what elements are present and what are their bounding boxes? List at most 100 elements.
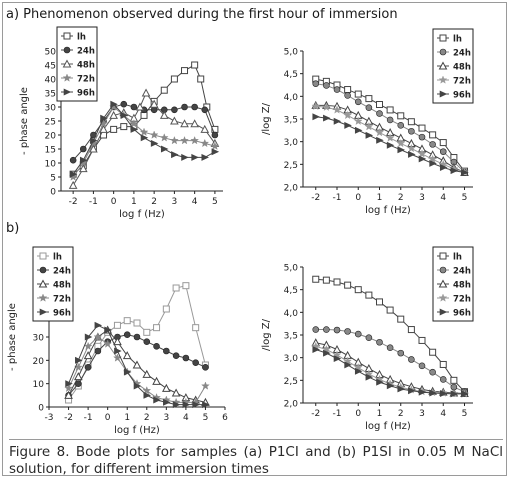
data-point-lh xyxy=(376,298,383,306)
data-point-24h xyxy=(211,131,219,139)
data-point-96h xyxy=(171,151,179,159)
data-point-72h xyxy=(322,102,331,111)
y-tick-label: 4,0 xyxy=(284,93,299,103)
data-point-96h xyxy=(172,401,181,409)
data-point-96h xyxy=(344,361,352,369)
data-point-96h xyxy=(461,169,469,176)
x-tick-label: -1 xyxy=(89,197,98,207)
legend-label-96h: 96h xyxy=(453,91,471,101)
legend-label-24h: 24h xyxy=(453,267,471,277)
x-tick-label: 2 xyxy=(151,197,157,207)
y-axis-label: - phase angle xyxy=(19,87,30,155)
series-72h xyxy=(68,102,220,181)
data-point-96h xyxy=(450,167,459,175)
x-tick-label: 2 xyxy=(398,193,404,203)
data-point-48h xyxy=(83,351,93,360)
x-axis-label: log f (Hz) xyxy=(119,209,165,220)
y-tick-label: 15 xyxy=(45,146,56,156)
legend-label-72h: 72h xyxy=(53,295,71,305)
data-point-48h xyxy=(78,164,88,173)
data-point-24h xyxy=(429,141,436,148)
series-96h xyxy=(312,346,469,398)
y-tick-label: 25 xyxy=(45,118,56,128)
x-tick-label: 0 xyxy=(105,413,111,423)
y-tick-label: 5,0 xyxy=(284,48,299,58)
data-point-24h xyxy=(123,331,131,338)
x-tick-label: 3 xyxy=(163,413,169,423)
data-point-48h xyxy=(99,124,108,133)
chart-a-modulus-svg: 2,0 2,5 3,0 3,5 4,0 4,5 5,0 -2 -1 0 1 2 3 4 5 log f (Hz… xyxy=(261,28,474,216)
legend-label-48h: 48h xyxy=(53,281,71,291)
data-point-72h xyxy=(64,383,73,393)
legend-label-lh: lh xyxy=(453,253,462,263)
y-axis-label: /log Z/ xyxy=(261,102,272,135)
data-point-96h xyxy=(90,137,98,145)
y-tick-label: 10 xyxy=(45,160,57,170)
data-point-24h xyxy=(172,352,180,359)
y-tick-label: 4,5 xyxy=(284,70,298,80)
data-point-24h xyxy=(130,103,138,111)
data-point-96h xyxy=(376,136,384,144)
data-point-24h xyxy=(439,376,447,383)
data-point-96h xyxy=(160,145,169,153)
data-point-96h xyxy=(344,121,352,129)
data-point-96h xyxy=(192,401,200,409)
series-line-lh xyxy=(72,64,216,175)
y-axis-label: /log Z/ xyxy=(261,318,272,351)
data-point-48h xyxy=(89,144,98,153)
data-point-lh xyxy=(162,305,170,313)
data-point-96h xyxy=(386,382,395,390)
legend-marker-96h xyxy=(39,308,48,316)
data-point-24h xyxy=(150,106,158,114)
legend-label-72h: 72h xyxy=(77,75,95,85)
legend-label-48h: 48h xyxy=(453,63,471,73)
data-point-72h xyxy=(343,110,352,120)
data-point-24h xyxy=(333,86,341,93)
x-tick-label: 0 xyxy=(111,197,117,207)
data-point-96h xyxy=(429,159,437,167)
legend-marker-24h xyxy=(63,46,71,54)
data-point-96h xyxy=(94,321,103,329)
data-point-lh xyxy=(191,61,199,69)
series-96h xyxy=(312,113,469,176)
data-point-lh xyxy=(181,67,189,75)
series-24h xyxy=(312,326,468,395)
data-point-48h xyxy=(135,102,145,111)
data-point-72h xyxy=(170,136,179,145)
data-point-72h xyxy=(428,154,437,164)
data-point-lh xyxy=(140,111,148,119)
data-point-24h xyxy=(143,338,151,345)
legend-marker-48h xyxy=(62,59,72,68)
legend-marker-96h xyxy=(439,90,448,98)
data-point-24h xyxy=(133,333,141,341)
legend: lh 24h 48h 72h 96h xyxy=(32,246,74,322)
legend: lh 24h 48h 72h 96h xyxy=(432,246,474,322)
data-point-96h xyxy=(408,150,416,158)
data-point-72h xyxy=(159,133,169,142)
data-point-96h xyxy=(123,368,132,376)
data-point-96h xyxy=(312,346,320,353)
x-axis-label: log f (Hz) xyxy=(365,205,411,216)
data-point-lh xyxy=(429,131,437,139)
x-tick-label: 6 xyxy=(222,413,228,423)
data-point-72h xyxy=(396,138,406,148)
data-point-72h xyxy=(200,138,210,148)
data-point-96h xyxy=(450,390,459,398)
legend-label-lh: lh xyxy=(53,253,62,263)
data-point-48h xyxy=(200,124,210,133)
data-point-48h xyxy=(109,110,118,119)
data-point-48h xyxy=(132,360,142,369)
data-point-lh xyxy=(143,328,151,336)
data-point-96h xyxy=(133,382,142,390)
x-tick-label: 2 xyxy=(144,413,150,423)
x-tick-label: 3 xyxy=(419,193,425,203)
data-point-24h xyxy=(354,98,362,106)
data-point-96h xyxy=(354,367,363,375)
data-point-lh xyxy=(172,284,180,292)
x-tick-label: -2 xyxy=(311,193,320,203)
y-tick-label: 3,5 xyxy=(284,332,298,342)
data-point-96h xyxy=(333,355,342,363)
y-tick-label: 2,0 xyxy=(284,184,299,194)
data-point-96h xyxy=(429,389,437,397)
